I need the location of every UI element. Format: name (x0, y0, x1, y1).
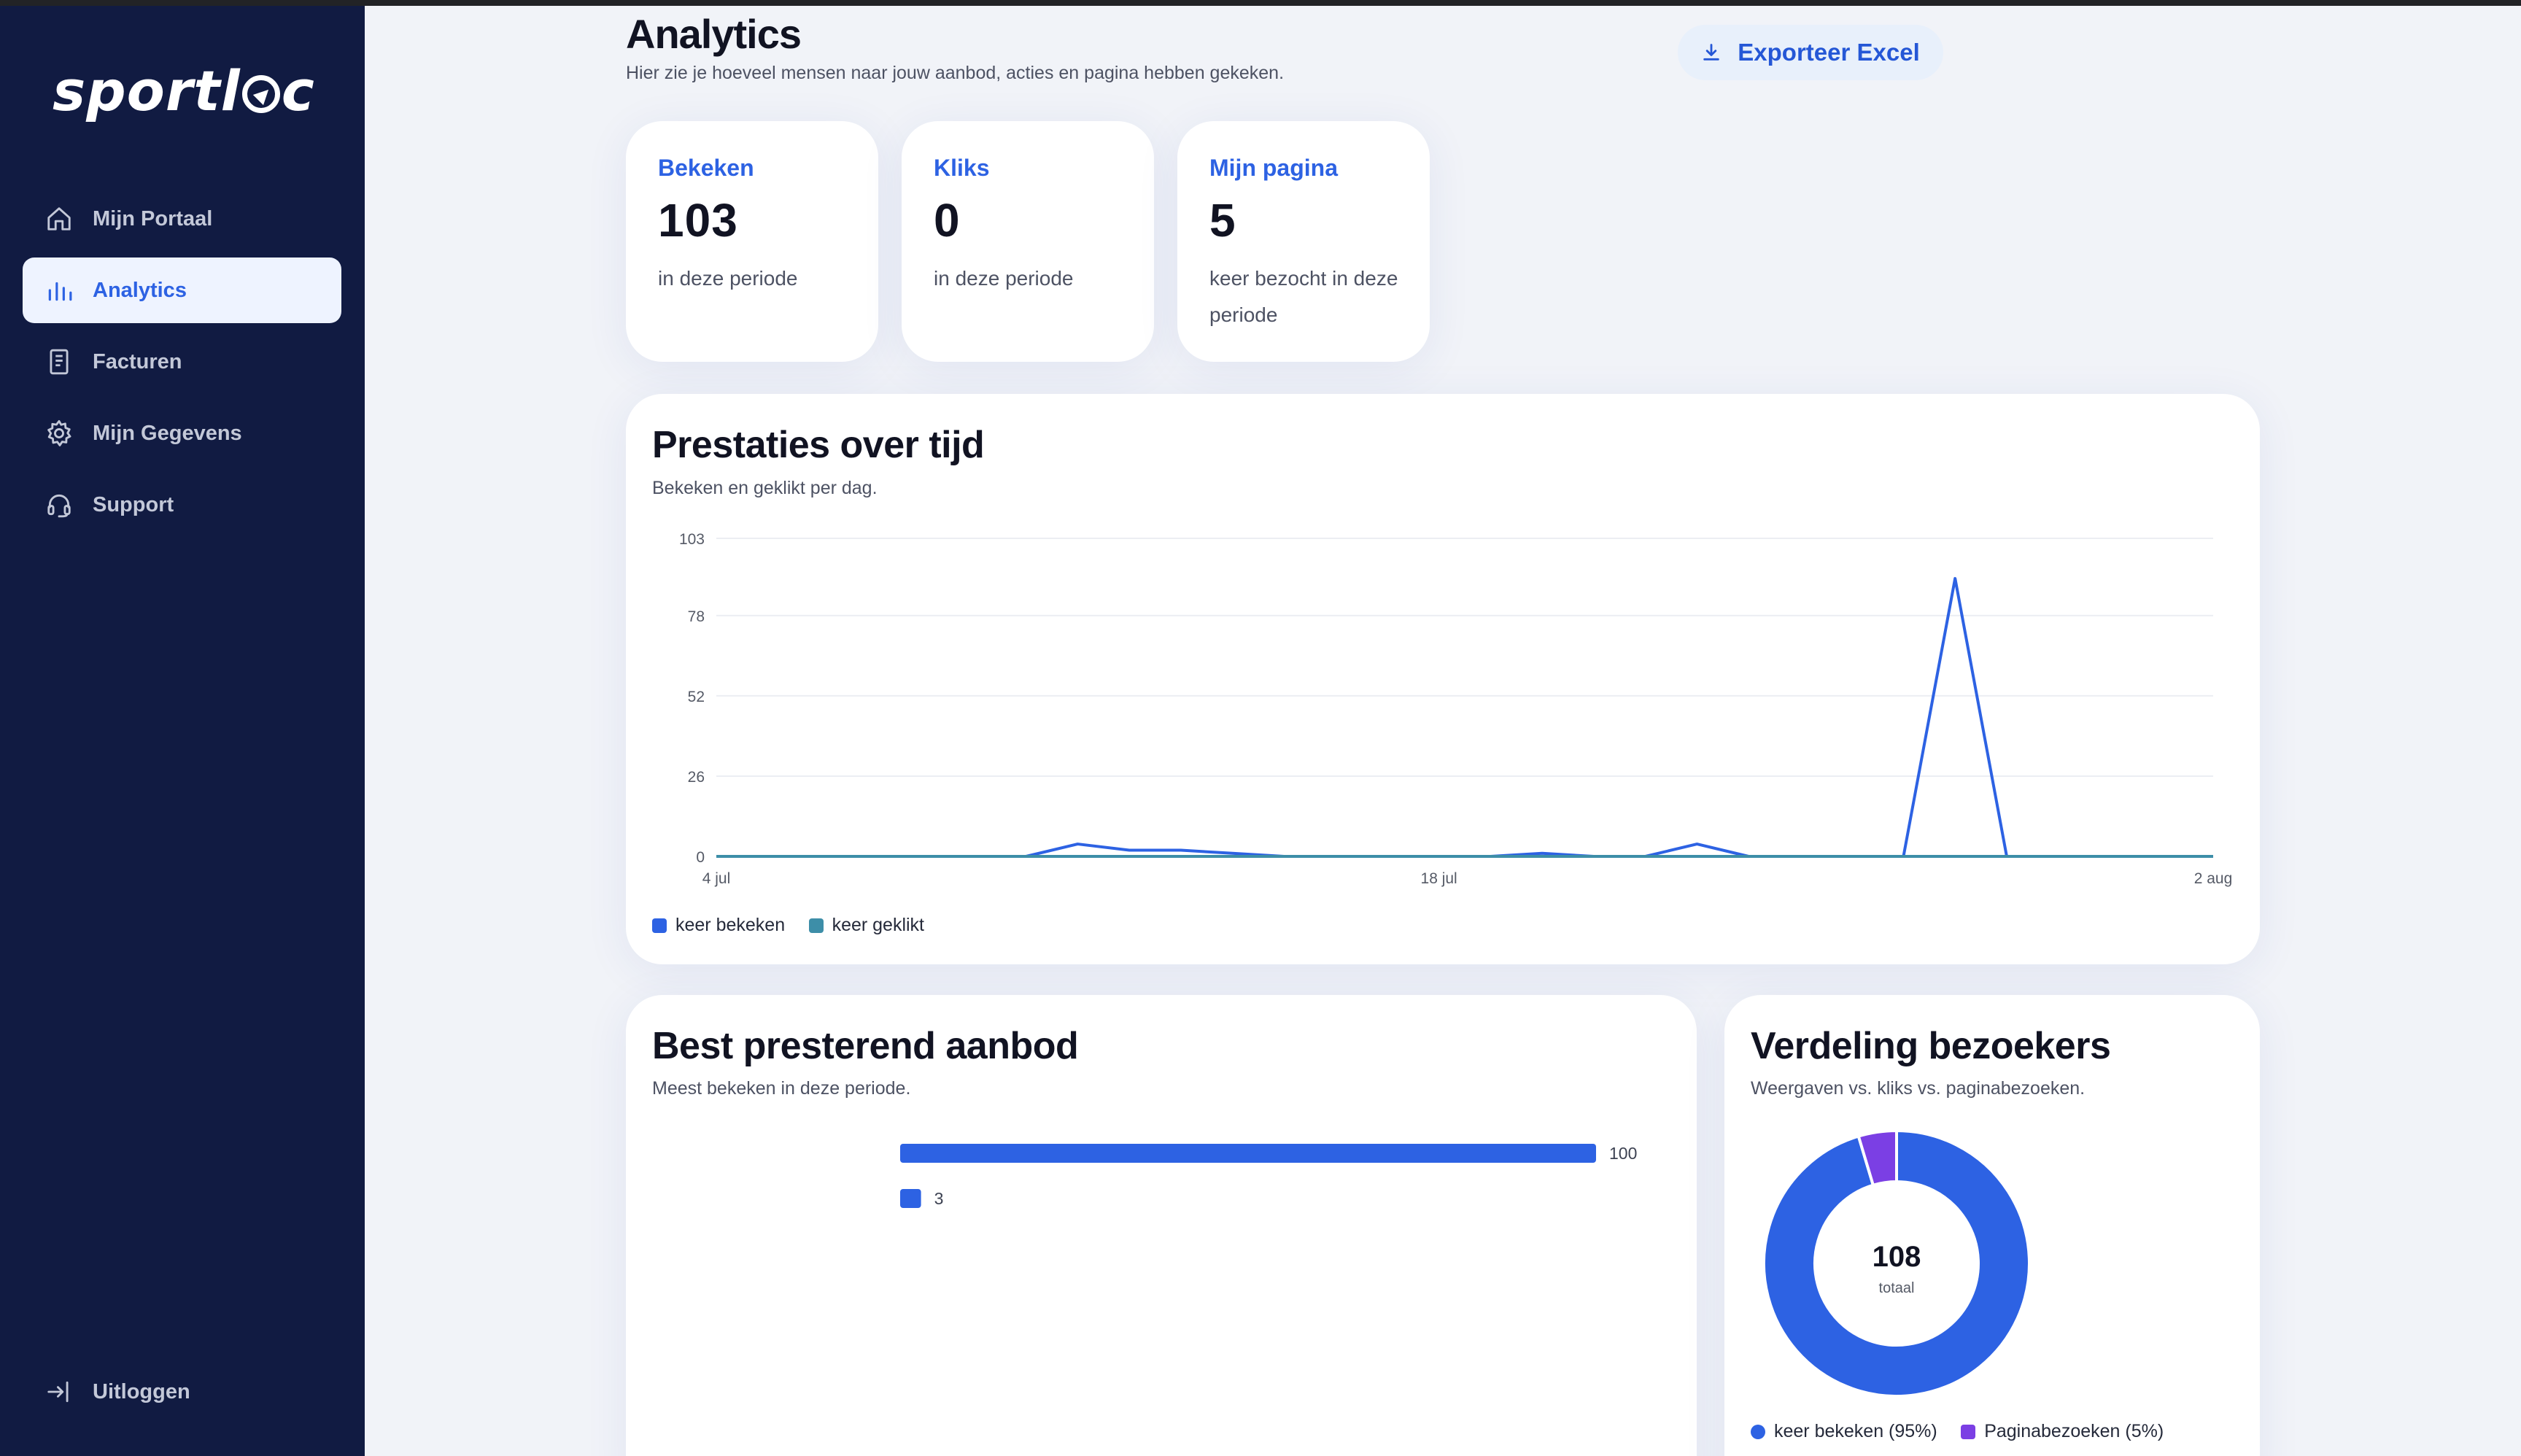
performance-chart-card: Prestaties over tijd Bekeken en geklikt … (626, 394, 2260, 964)
donut-center-label: totaal (1879, 1280, 1915, 1296)
stat-label: Mijn pagina (1209, 155, 1338, 181)
sidebar-nav: Mijn Portaal Analytics Facturen Mijn Geg… (23, 186, 341, 543)
distribution-legend: keer bekeken (95%) Paginabezoeken (5%) (1751, 1421, 2184, 1443)
sidebar-item-facturen[interactable]: Facturen (23, 329, 341, 395)
window-top-bar (0, 0, 2521, 6)
y-tick-label: 52 (688, 689, 705, 705)
top-offers-bar-chart: 100 3 (900, 1144, 1637, 1208)
stat-description: keer bezocht in deze periode (1209, 267, 1398, 326)
logout-label: Uitloggen (93, 1379, 190, 1403)
stat-card-mijn-pagina: Mijn pagina 5 keer bezocht in deze perio… (1177, 121, 1430, 362)
performance-line-chart: 0 26 52 78 103 4 jul 18 jul 2 aug (679, 531, 2233, 887)
stat-label: Bekeken (658, 155, 754, 181)
stat-description: in deze periode (934, 267, 1074, 290)
bar[interactable] (900, 1144, 1596, 1163)
stat-description: in deze periode (658, 267, 798, 290)
legend-label: Paginabezoeken (5%) (1984, 1421, 2164, 1441)
sidebar-item-label: Mijn Gegevens (93, 421, 242, 445)
x-tick-label: 4 jul (702, 870, 731, 887)
top-offers-subtitle: Meest bekeken in deze periode. (652, 1078, 911, 1099)
series-line-0[interactable] (716, 577, 2213, 858)
invoice-icon (44, 347, 74, 376)
legend-swatch (1961, 1424, 1976, 1439)
compass-icon (241, 75, 280, 113)
legend-swatch (1751, 1424, 1765, 1439)
x-tick-label: 18 jul (1421, 870, 1457, 887)
headset-icon (44, 490, 74, 519)
download-icon (1703, 44, 1719, 61)
distribution-title: Verdeling bezoekers (1751, 1025, 2111, 1067)
x-tick-label: 2 aug (2194, 870, 2233, 887)
sidebar-item-label: Analytics (93, 278, 187, 302)
bar-value-label: 100 (1609, 1144, 1637, 1163)
bar-value-label: 3 (934, 1189, 944, 1208)
legend-swatch (652, 918, 667, 933)
y-tick-label: 26 (688, 769, 705, 786)
distribution-card: Verdeling bezoekers Weergaven vs. kliks … (1724, 995, 2260, 1456)
performance-chart-title: Prestaties over tijd (652, 424, 985, 466)
logout-button[interactable]: Uitloggen (23, 1359, 341, 1425)
stat-card-kliks: Kliks 0 in deze periode (902, 121, 1154, 362)
page-title: Analytics (626, 11, 802, 57)
sidebar: sportl c Mijn Portaal Analytics Facturen … (0, 6, 365, 1456)
export-excel-label: Exporteer Excel (1738, 39, 1920, 66)
legend-item-keer-bekeken[interactable]: keer bekeken (95%) (1751, 1421, 1937, 1442)
sidebar-item-support[interactable]: Support (23, 472, 341, 538)
logout-icon (44, 1377, 74, 1406)
donut-slice[interactable] (1762, 1128, 2031, 1398)
legend-label: keer bekeken (95%) (1774, 1421, 1937, 1441)
performance-chart-subtitle: Bekeken en geklikt per dag. (652, 478, 878, 498)
top-offers-card: Best presterend aanbod Meest bekeken in … (626, 995, 1697, 1456)
stat-value: 0 (934, 194, 961, 247)
sidebar-item-label: Support (93, 492, 174, 516)
stat-label: Kliks (934, 155, 990, 181)
legend-item-bekeken[interactable]: keer bekeken (652, 915, 785, 936)
bar-chart-icon (44, 276, 74, 305)
distribution-donut-chart: 108 totaal (1762, 1128, 2031, 1398)
performance-legend: keer bekeken keer geklikt (652, 915, 945, 937)
stat-card-bekeken: Bekeken 103 in deze periode (626, 121, 878, 362)
distribution-subtitle: Weergaven vs. kliks vs. paginabezoeken. (1751, 1078, 2086, 1099)
sidebar-item-label: Mijn Portaal (93, 206, 213, 231)
stat-value: 5 (1209, 194, 1236, 247)
export-excel-button[interactable]: Exporteer Excel (1678, 25, 1943, 80)
y-tick-label: 0 (696, 849, 705, 866)
legend-swatch (808, 918, 824, 933)
y-tick-label: 78 (688, 608, 705, 625)
legend-item-paginabezoeken[interactable]: Paginabezoeken (5%) (1961, 1421, 2164, 1442)
legend-label: keer geklikt (832, 915, 925, 935)
stat-value: 103 (658, 194, 738, 247)
donut-slice[interactable] (1856, 1128, 1898, 1188)
bar[interactable] (900, 1189, 921, 1208)
legend-item-geklikt[interactable]: keer geklikt (808, 915, 925, 936)
gear-icon (44, 419, 74, 448)
sidebar-item-label: Facturen (93, 349, 182, 373)
donut-center-value: 108 (1873, 1241, 1921, 1273)
top-offers-title: Best presterend aanbod (652, 1025, 1079, 1067)
page-subtitle: Hier zie je hoeveel mensen naar jouw aan… (626, 63, 1285, 83)
y-tick-label: 103 (679, 531, 705, 548)
sidebar-item-analytics[interactable]: Analytics (23, 257, 341, 323)
sidebar-item-mijn-gegevens[interactable]: Mijn Gegevens (23, 400, 341, 466)
sidebar-item-mijn-portaal[interactable]: Mijn Portaal (23, 186, 341, 252)
brand-logo[interactable]: sportl c (53, 58, 315, 123)
legend-label: keer bekeken (675, 915, 786, 935)
home-icon (44, 204, 74, 233)
